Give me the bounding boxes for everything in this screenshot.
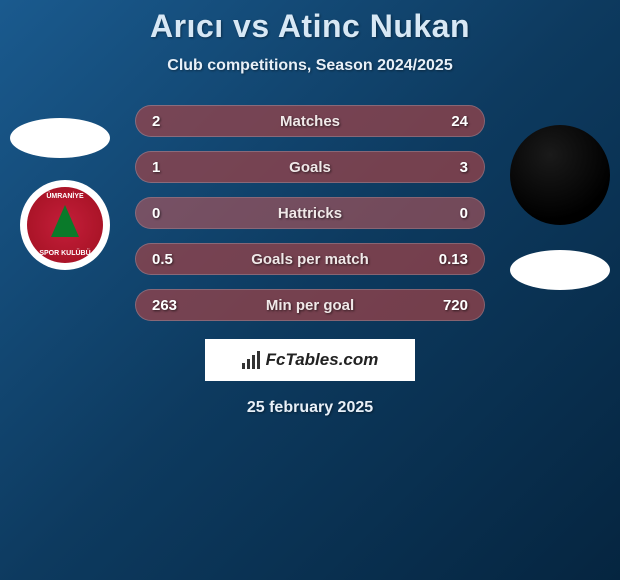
club-badge-left: ÜMRANİYE SPOR KULÜBÜ <box>20 180 110 270</box>
stat-fill-left <box>136 290 230 320</box>
stat-row: 1 Goals 3 <box>135 151 485 183</box>
stat-value-right: 0 <box>460 205 468 222</box>
player-right-photo <box>510 125 610 225</box>
stat-value-right: 0.13 <box>439 251 468 268</box>
stat-fill-left <box>136 152 223 182</box>
page-title: Arıcı vs Atinc Nukan <box>0 8 620 45</box>
stat-value-left: 2 <box>152 113 160 130</box>
stat-fill-right <box>223 152 484 182</box>
club-badge-text-bottom: SPOR KULÜBÜ <box>27 250 103 257</box>
bar-chart-icon <box>242 351 260 369</box>
stat-label: Goals per match <box>251 251 369 268</box>
stat-value-right: 24 <box>451 113 468 130</box>
stat-value-left: 0.5 <box>152 251 173 268</box>
player-right-avatar <box>510 250 610 290</box>
stat-row: 0.5 Goals per match 0.13 <box>135 243 485 275</box>
club-badge-text-top: ÜMRANİYE <box>27 193 103 200</box>
brand-text: FcTables.com <box>266 350 379 370</box>
stat-label: Min per goal <box>266 297 354 314</box>
stat-row: 2 Matches 24 <box>135 105 485 137</box>
stat-value-right: 3 <box>460 159 468 176</box>
club-badge-inner: ÜMRANİYE SPOR KULÜBÜ <box>27 187 103 263</box>
brand-box[interactable]: FcTables.com <box>205 339 415 381</box>
stat-value-left: 263 <box>152 297 177 314</box>
stat-label: Matches <box>280 113 340 130</box>
club-badge-tree-icon <box>51 205 79 237</box>
date-text: 25 february 2025 <box>0 399 620 417</box>
stat-value-left: 0 <box>152 205 160 222</box>
subtitle: Club competitions, Season 2024/2025 <box>0 57 620 75</box>
stat-value-left: 1 <box>152 159 160 176</box>
player-left-avatar <box>10 118 110 158</box>
stat-label: Goals <box>289 159 331 176</box>
stat-row: 0 Hattricks 0 <box>135 197 485 229</box>
stats-panel: 2 Matches 24 1 Goals 3 0 Hattricks 0 0.5 Goals per… <box>135 105 485 321</box>
stat-value-right: 720 <box>443 297 468 314</box>
stat-label: Hattricks <box>278 205 342 222</box>
stat-row: 263 Min per goal 720 <box>135 289 485 321</box>
